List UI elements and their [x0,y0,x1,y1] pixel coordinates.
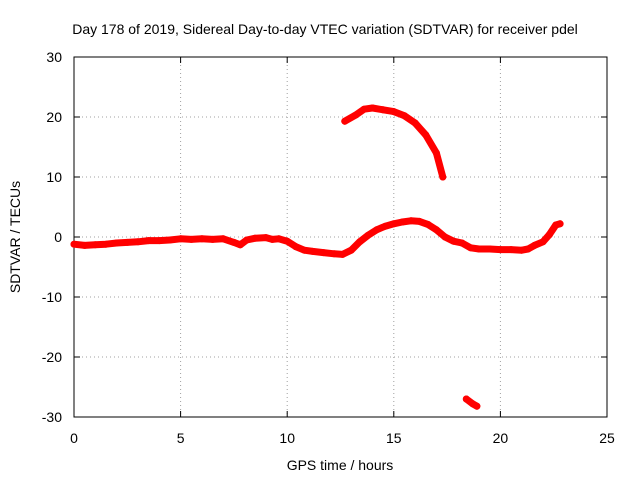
y-tick-label: -10 [42,289,62,305]
data-point [379,106,387,114]
x-tick-label: 5 [177,430,185,446]
data-point [524,245,532,253]
data-point [155,237,163,245]
data-point [134,238,142,246]
data-point [70,240,78,248]
data-point [369,104,376,112]
x-tick-label: 15 [386,430,402,446]
data-point [341,117,349,125]
data-point [330,250,338,258]
data-point [424,220,432,228]
data-point [545,231,553,239]
data-point [300,246,308,254]
data-point [441,233,449,241]
data-point [351,111,359,119]
data-point [356,238,364,246]
data-point [209,235,217,243]
data-point [230,238,238,246]
x-axis-label: GPS time / hours [287,457,394,473]
data-series [70,104,564,410]
x-tick-label: 0 [70,430,78,446]
y-tick-label: -20 [42,349,62,365]
grid-lines [74,57,607,417]
data-point [462,395,470,403]
data-point [166,236,174,244]
data-point [507,246,515,254]
data-point [486,245,494,253]
data-point [243,236,251,244]
data-point [439,173,447,181]
data-point [123,238,131,246]
data-point [177,235,185,243]
data-point [518,246,526,254]
x-tick-label: 25 [599,430,615,446]
data-point [347,246,355,254]
data-point [407,217,415,225]
y-axis-label: SDTVAR / TECUs [7,181,23,293]
data-point [262,234,270,242]
data-point [339,250,347,258]
axis-ticks [73,56,608,418]
data-point [373,226,381,234]
data-point [145,237,153,245]
y-tick-label: 20 [46,109,62,125]
data-point [381,222,389,230]
data-point [91,241,99,249]
y-tick-label: 10 [46,169,62,185]
data-point [364,231,372,239]
x-tick-label: 10 [279,430,295,446]
data-point [251,234,259,242]
data-point [539,238,547,246]
data-point [473,402,481,410]
data-point [432,226,440,234]
data-point [401,112,408,120]
data-point [450,237,457,245]
data-point [496,246,504,254]
x-tick-label: 20 [493,430,509,446]
data-point [531,241,538,249]
data-point [198,235,206,243]
data-point [113,239,121,247]
data-point [467,244,475,252]
data-point [475,245,483,253]
data-point [390,108,398,116]
x-tick-labels: 0 5 10 15 20 25 [70,430,615,446]
data-point [309,247,317,255]
data-point [292,243,300,251]
data-point [411,119,419,127]
data-point [422,131,430,139]
data-point [458,239,466,247]
data-point [268,235,276,243]
y-tick-label: -30 [42,409,62,425]
data-point [398,218,406,226]
data-point [432,149,440,157]
data-point [187,235,195,243]
data-point [360,105,368,113]
y-tick-label: 0 [54,229,62,245]
data-point [556,220,564,228]
y-tick-label: 30 [46,49,62,65]
data-point [81,241,89,249]
data-point [415,217,423,225]
data-point [319,249,327,257]
data-point [236,241,244,249]
data-point [219,235,227,243]
series-upper-arc [341,104,447,181]
plot-frame [73,56,608,418]
data-point [283,237,291,245]
y-tick-labels: -30 -20 -10 0 10 20 30 [42,49,62,425]
chart-title: Day 178 of 2019, Sidereal Day-to-day VTE… [72,21,578,37]
data-point [390,220,398,228]
data-point [102,240,110,248]
data-point [275,235,283,243]
